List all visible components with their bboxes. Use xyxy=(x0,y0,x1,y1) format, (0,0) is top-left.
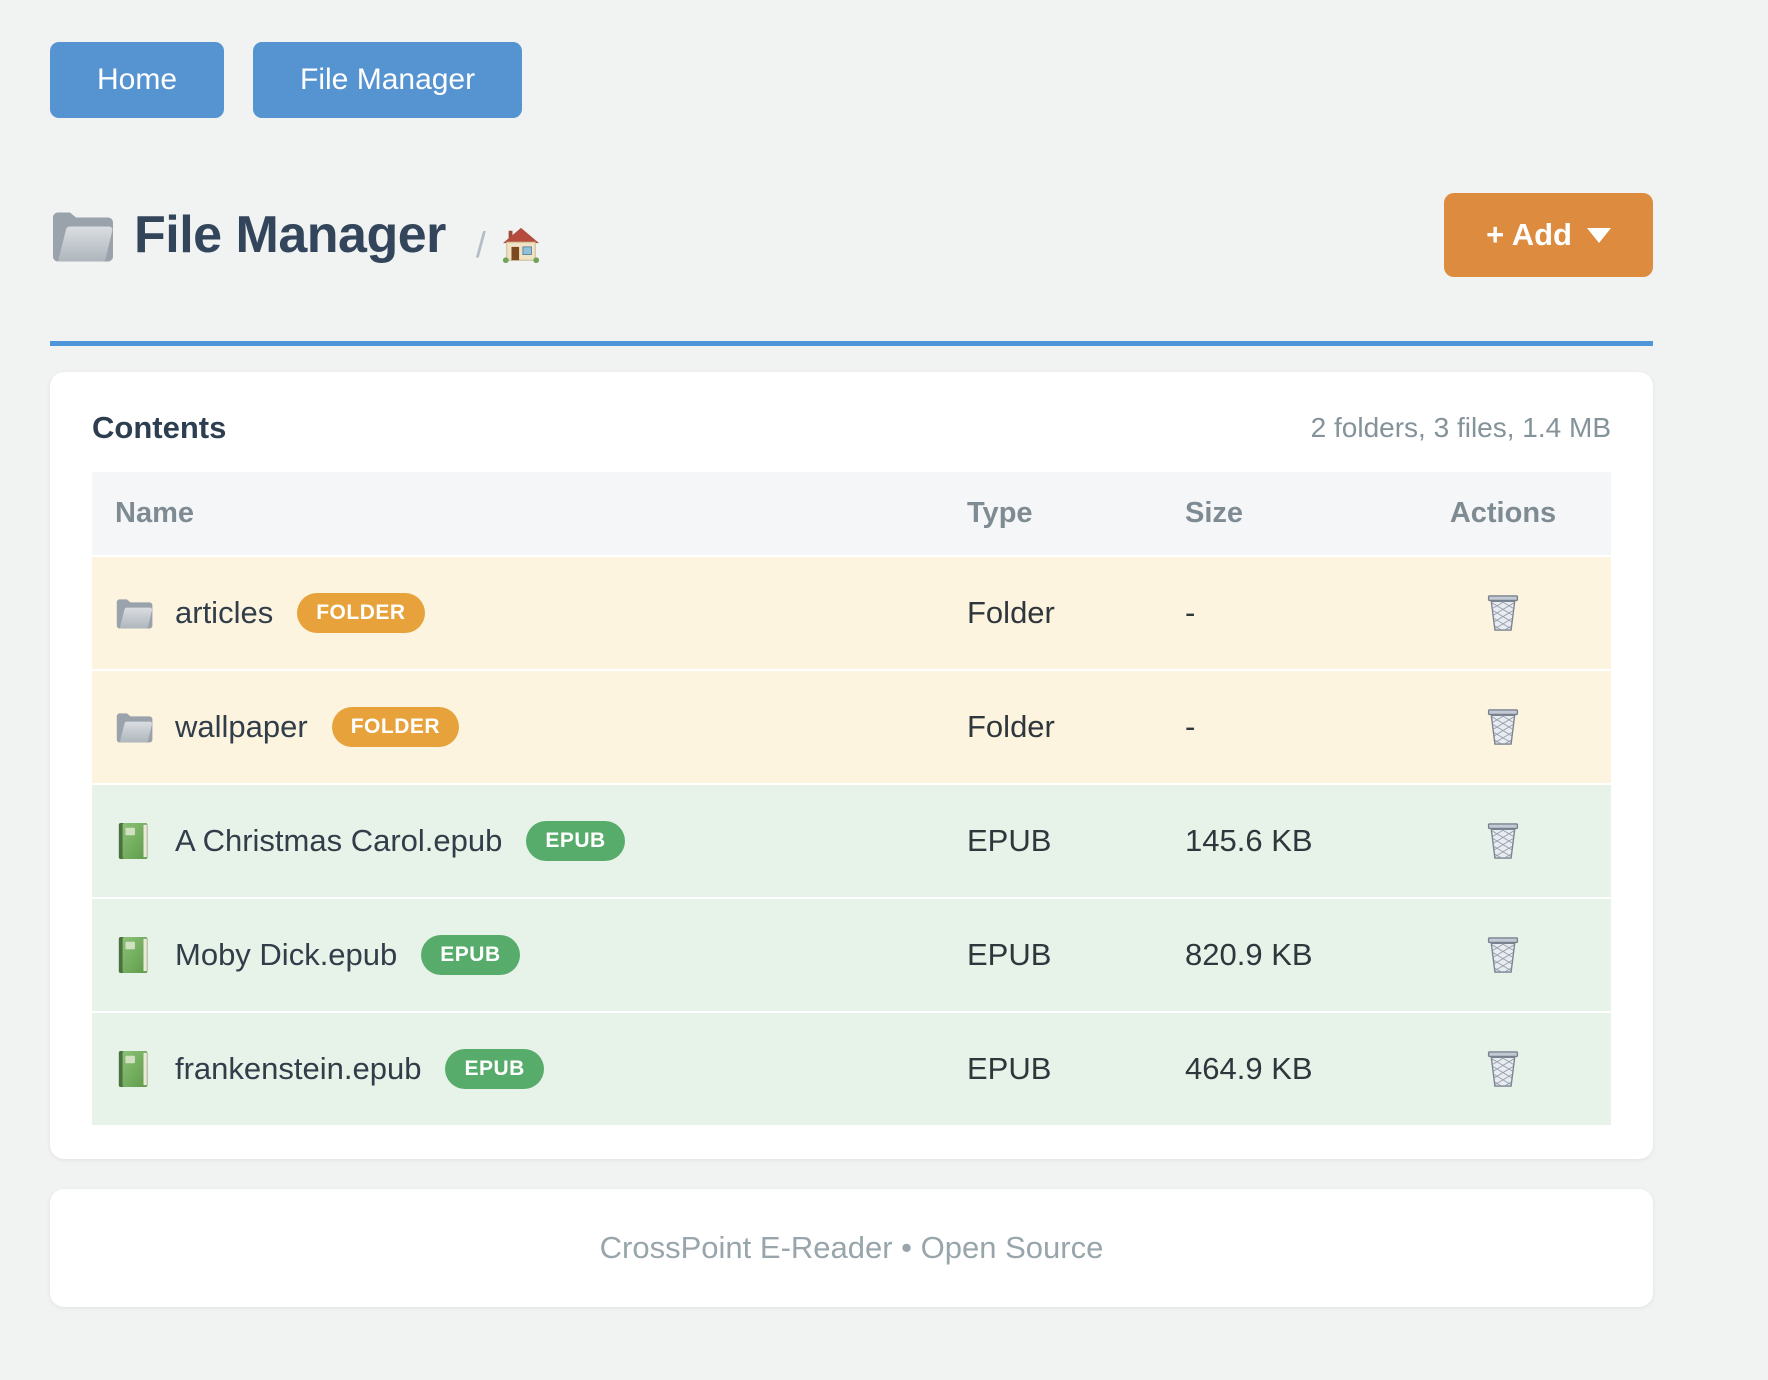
delete-button[interactable] xyxy=(1481,1045,1525,1093)
table-header: Name Type Size Actions xyxy=(92,472,1611,555)
book-icon xyxy=(118,822,148,860)
contents-summary: 2 folders, 3 files, 1.4 MB xyxy=(1310,412,1611,443)
file-name[interactable]: Moby Dick.epub xyxy=(175,937,398,972)
file-name[interactable]: frankenstein.epub xyxy=(175,1051,422,1086)
name-cell: frankenstein.epub EPUB xyxy=(92,1049,967,1089)
type-badge: EPUB xyxy=(421,935,520,975)
column-header-name: Name xyxy=(115,497,194,529)
trash-icon xyxy=(1487,1051,1519,1087)
page-container: Home File Manager File Manager / xyxy=(50,0,1653,1307)
type-cell: Folder xyxy=(967,595,1055,630)
top-nav: Home File Manager xyxy=(50,0,1653,118)
folder-icon xyxy=(116,599,153,629)
contents-card: Contents 2 folders, 3 files, 1.4 MB Name… xyxy=(50,372,1653,1159)
actions-cell xyxy=(1395,589,1611,637)
file-name[interactable]: A Christmas Carol.epub xyxy=(175,823,503,858)
title-group: File Manager / xyxy=(50,204,540,266)
file-table: Name Type Size Actions articles FOLDER F… xyxy=(92,472,1611,1125)
type-badge: FOLDER xyxy=(297,593,425,633)
trash-icon xyxy=(1487,823,1519,859)
file-name[interactable]: wallpaper xyxy=(175,709,308,744)
size-cell: 820.9 KB xyxy=(1185,937,1313,972)
name-cell: Moby Dick.epub EPUB xyxy=(92,935,967,975)
table-row: articles FOLDER Folder - xyxy=(92,555,1611,669)
delete-button[interactable] xyxy=(1481,589,1525,637)
house-icon[interactable] xyxy=(502,226,540,264)
column-header-type: Type xyxy=(967,497,1033,529)
nav-button-file-manager[interactable]: File Manager xyxy=(253,42,523,118)
footer: CrossPoint E-Reader • Open Source xyxy=(50,1189,1653,1307)
size-cell: 464.9 KB xyxy=(1185,1051,1313,1086)
contents-card-header: Contents 2 folders, 3 files, 1.4 MB xyxy=(92,404,1611,452)
folder-icon xyxy=(116,713,153,743)
name-cell: A Christmas Carol.epub EPUB xyxy=(92,821,967,861)
breadcrumb-separator: / xyxy=(475,224,486,265)
nav-button-home[interactable]: Home xyxy=(50,42,225,118)
size-cell: - xyxy=(1185,709,1196,744)
actions-cell xyxy=(1395,703,1611,751)
type-cell: EPUB xyxy=(967,937,1052,972)
trash-icon xyxy=(1487,937,1519,973)
delete-button[interactable] xyxy=(1481,703,1525,751)
header-divider xyxy=(50,341,1653,346)
page-header: File Manager / + Add xyxy=(50,193,1653,277)
actions-cell xyxy=(1395,1045,1611,1093)
type-cell: EPUB xyxy=(967,1051,1052,1086)
actions-cell xyxy=(1395,931,1611,979)
book-icon xyxy=(118,936,148,974)
caret-down-icon xyxy=(1587,227,1611,243)
table-row: frankenstein.epub EPUB EPUB 464.9 KB xyxy=(92,1011,1611,1125)
name-cell: articles FOLDER xyxy=(92,593,967,633)
type-cell: Folder xyxy=(967,709,1055,744)
file-name[interactable]: articles xyxy=(175,595,274,630)
add-button[interactable]: + Add xyxy=(1444,193,1653,277)
delete-button[interactable] xyxy=(1481,817,1525,865)
add-button-label: + Add xyxy=(1486,217,1572,252)
actions-cell xyxy=(1395,817,1611,865)
size-cell: - xyxy=(1185,595,1196,630)
table-row: Moby Dick.epub EPUB EPUB 820.9 KB xyxy=(92,897,1611,1011)
breadcrumb: / xyxy=(476,224,540,266)
type-badge: EPUB xyxy=(445,1049,544,1089)
name-cell: wallpaper FOLDER xyxy=(92,707,967,747)
type-badge: EPUB xyxy=(526,821,625,861)
table-row: A Christmas Carol.epub EPUB EPUB 145.6 K… xyxy=(92,783,1611,897)
delete-button[interactable] xyxy=(1481,931,1525,979)
trash-icon xyxy=(1487,709,1519,745)
table-row: wallpaper FOLDER Folder - xyxy=(92,669,1611,783)
type-cell: EPUB xyxy=(967,823,1052,858)
folder-icon xyxy=(53,212,113,261)
page-title: File Manager xyxy=(134,206,446,264)
table-body: articles FOLDER Folder - xyxy=(92,555,1611,1125)
card-title: Contents xyxy=(92,410,227,445)
trash-icon xyxy=(1487,595,1519,631)
column-header-actions: Actions xyxy=(1449,497,1557,529)
column-header-size: Size xyxy=(1185,497,1244,529)
type-badge: FOLDER xyxy=(331,707,460,747)
footer-text: CrossPoint E-Reader • Open Source xyxy=(599,1230,1104,1265)
size-cell: 145.6 KB xyxy=(1185,823,1313,858)
book-icon xyxy=(118,1050,148,1088)
